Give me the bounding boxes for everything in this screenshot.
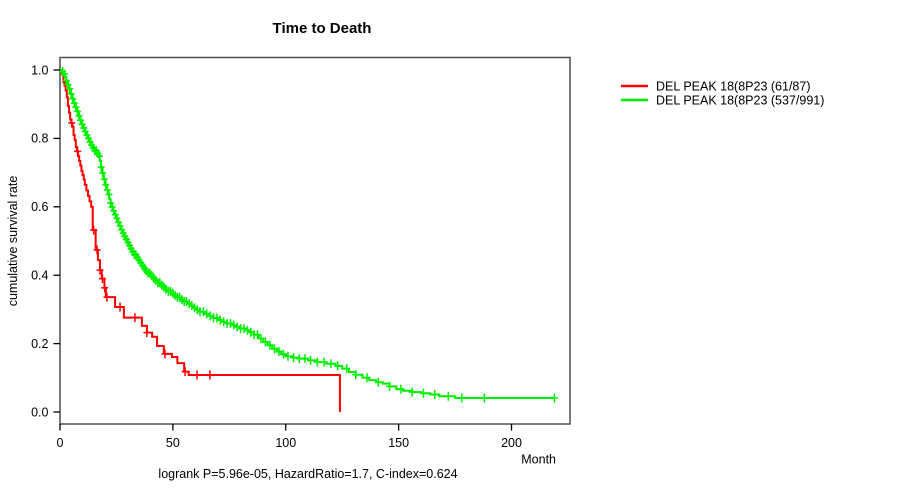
- x-axis: 0 50 100 150 200: [57, 424, 522, 450]
- y-tick-label: 0.0: [31, 405, 48, 419]
- censor-marks: [59, 67, 558, 403]
- legend-label-group2: DEL PEAK 18(8P23 (537/991): [656, 94, 824, 108]
- km-step-line: [60, 69, 341, 412]
- x-tick-label: 50: [166, 436, 180, 450]
- censor-marks: [68, 118, 214, 380]
- survival-curve-series-1: [60, 69, 341, 412]
- y-tick-label: 0.8: [31, 132, 48, 146]
- legend: DEL PEAK 18(8P23 (61/87) DEL PEAK 18(8P2…: [621, 80, 824, 108]
- x-tick-label: 150: [388, 436, 409, 450]
- plot-box: [59, 56, 571, 425]
- x-tick-label: 200: [501, 436, 522, 450]
- x-tick-label: 100: [275, 436, 296, 450]
- legend-label-group1: DEL PEAK 18(8P23 (61/87): [656, 80, 811, 94]
- y-tick-label: 0.6: [31, 200, 48, 214]
- y-tick-label: 1.0: [31, 63, 48, 77]
- y-axis: 0.0 0.2 0.4 0.6 0.8 1.0: [31, 63, 60, 419]
- y-tick-label: 0.2: [31, 337, 48, 351]
- y-tick-label: 0.4: [31, 269, 48, 283]
- x-tick-label: 0: [57, 436, 64, 450]
- survival-curves: [59, 67, 558, 412]
- plot-title: Time to Death: [273, 20, 372, 37]
- survival-curve-series-2: [59, 67, 558, 403]
- x-axis-unit-label: Month: [521, 453, 556, 467]
- km-step-line: [60, 69, 555, 399]
- footer-stats: logrank P=5.96e-05, HazardRatio=1.7, C-i…: [158, 467, 457, 481]
- y-axis-title: cumulative survival rate: [6, 176, 20, 307]
